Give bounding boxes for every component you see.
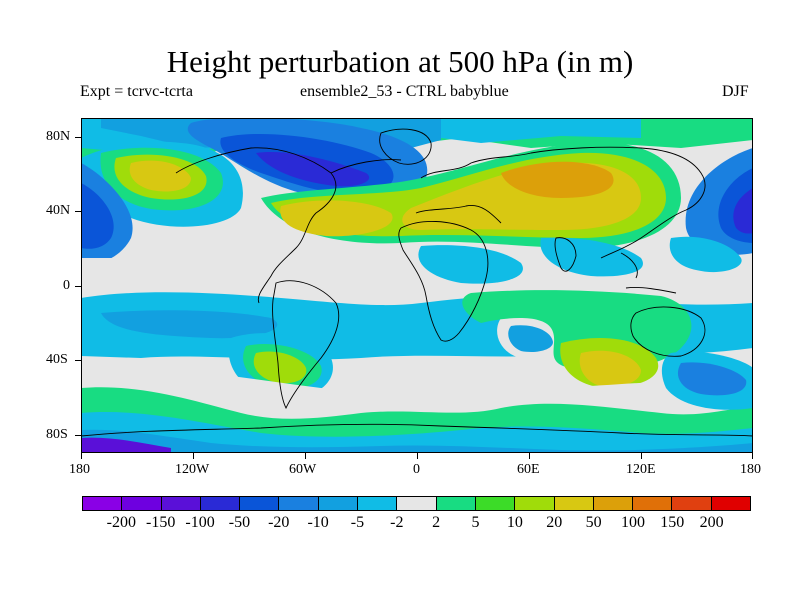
lat-tick [75, 360, 81, 361]
experiment-label: Expt = tcrvc-tcrta [80, 83, 193, 100]
lon-tick [81, 453, 82, 459]
colorbar-swatch [200, 497, 241, 510]
lon-tick [752, 453, 753, 459]
lon-tick-label: 180 [740, 462, 761, 477]
coastlines [81, 128, 753, 437]
colorbar-swatch [554, 497, 594, 510]
map-panel [81, 118, 753, 453]
lat-tick [75, 286, 81, 287]
lat-tick-label: 0 [63, 278, 70, 293]
colorbar-label: 20 [546, 514, 563, 531]
lat-tick-label: 40S [46, 352, 68, 367]
colorbar-swatch [672, 497, 712, 510]
colorbar-label: -5 [350, 514, 365, 531]
ensemble-label: ensemble2_53 - CTRL babyblue [300, 83, 509, 100]
colorbar-label: 150 [660, 514, 685, 531]
lon-tick-label: 0 [413, 462, 420, 477]
lat-tick [75, 211, 81, 212]
colorbar-swatch [475, 497, 516, 510]
lon-tick [417, 453, 418, 459]
colorbar-swatch [397, 497, 437, 510]
lon-tick [529, 453, 530, 459]
colorbar-label: 100 [620, 514, 645, 531]
colorbar-label: -150 [146, 514, 176, 531]
colorbar-label: 200 [699, 514, 724, 531]
colorbar-label: -100 [185, 514, 215, 531]
lon-tick [641, 453, 642, 459]
colorbar-swatch [593, 497, 634, 510]
colorbar-label: 50 [585, 514, 602, 531]
lat-tick-label: 80S [46, 427, 68, 442]
lat-tick-label: 80N [46, 129, 71, 144]
plot-title: Height perturbation at 500 hPa (in m) [166, 44, 634, 79]
lon-tick-label: 180 [69, 462, 90, 477]
lat-tick [75, 435, 81, 436]
colorbar-swatch [436, 497, 476, 510]
colorbar-swatch [161, 497, 201, 510]
colorbar-swatch [633, 497, 673, 510]
lon-tick-label: 120E [626, 462, 656, 477]
colorbar-swatch [279, 497, 319, 510]
colorbar-label: 5 [471, 514, 480, 531]
colorbar-swatch [358, 497, 398, 510]
colorbar-swatch [240, 497, 280, 510]
colorbar-swatch [122, 497, 162, 510]
colorbar-swatch [83, 497, 123, 510]
lat-tick [75, 137, 81, 138]
colorbar-label: 2 [432, 514, 441, 531]
season-label: DJF [722, 83, 749, 100]
lat-tick-label: 40N [46, 203, 71, 218]
contour-field [81, 118, 753, 453]
colorbar-label: -10 [307, 514, 329, 531]
lon-tick-label: 60E [517, 462, 540, 477]
colorbar-swatch [711, 497, 751, 510]
lon-tick [193, 453, 194, 459]
lon-tick-label: 60W [289, 462, 317, 477]
lon-tick-label: 120W [175, 462, 210, 477]
colorbar-label: -20 [268, 514, 290, 531]
colorbar-label: 10 [506, 514, 523, 531]
colorbar-label: -200 [106, 514, 137, 531]
colorbar-swatch [515, 497, 555, 510]
colorbar-swatch [318, 497, 359, 510]
lon-tick [305, 453, 306, 459]
colorbar [82, 496, 751, 511]
colorbar-label: -2 [390, 514, 404, 531]
colorbar-label: -50 [228, 514, 251, 531]
